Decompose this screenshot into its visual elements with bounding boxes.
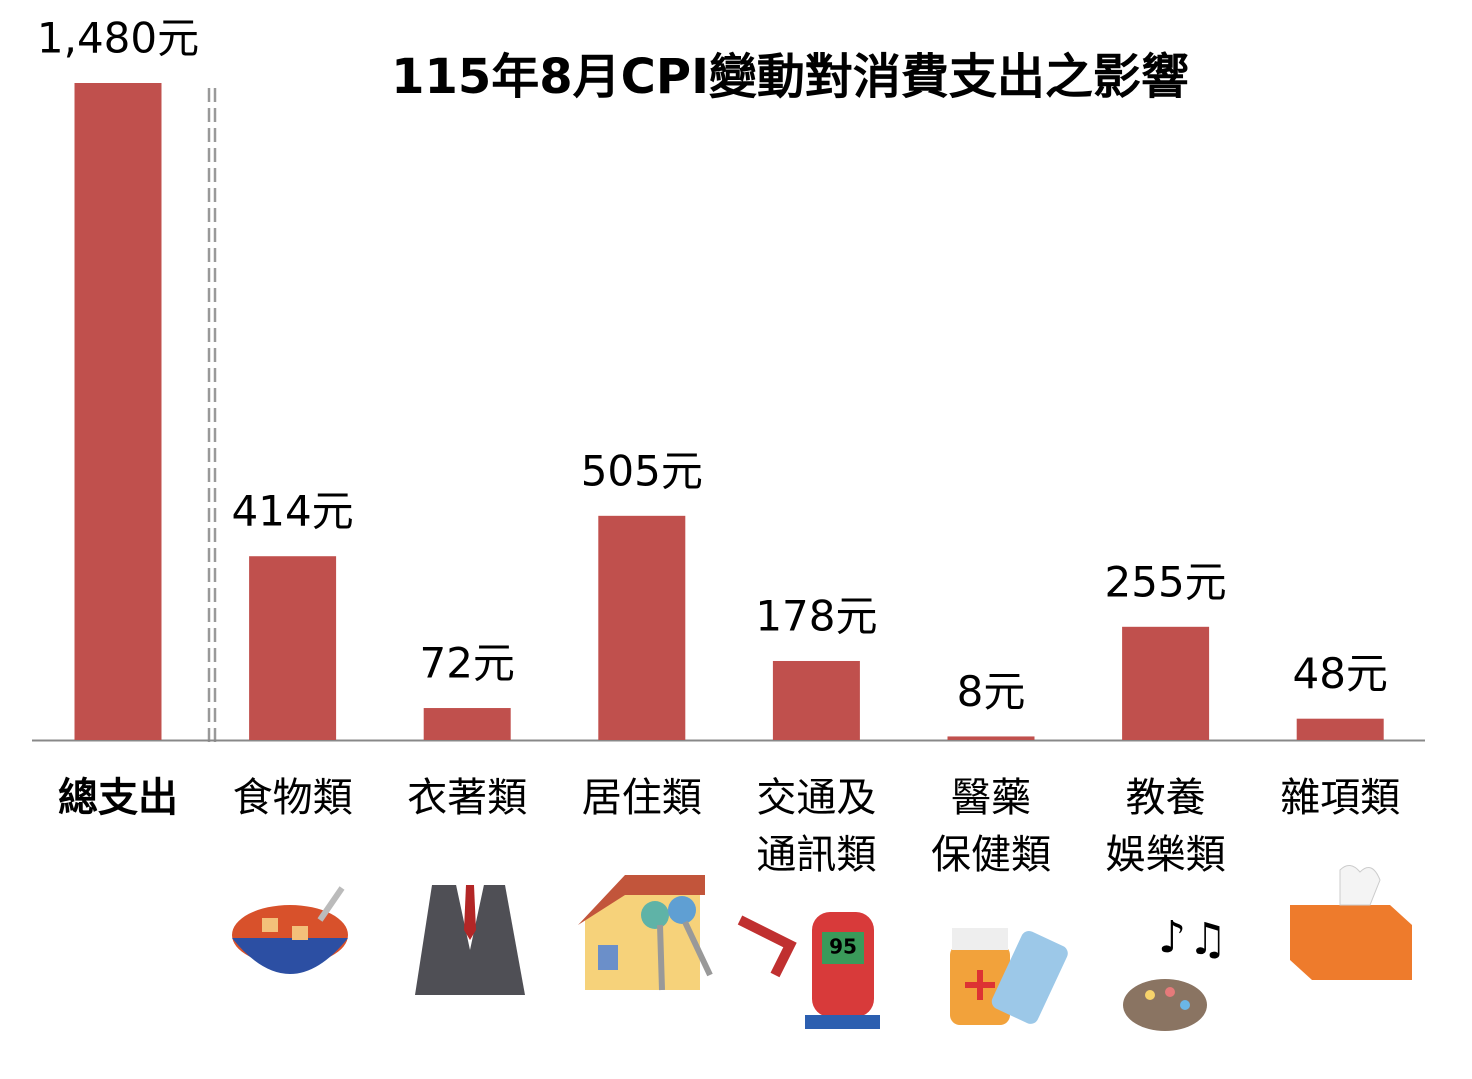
x-tick-label: 總支出 (58, 775, 178, 821)
value-label: 1,480元 (37, 14, 199, 63)
x-tick-label: 教養 (1126, 775, 1206, 821)
tissue-icon (1290, 865, 1412, 980)
x-tick-label: 衣著類 (407, 775, 527, 821)
bowl-icon (232, 886, 348, 974)
value-label: 505元 (581, 446, 703, 495)
value-label: 414元 (232, 487, 354, 536)
chart-title: 115年8月CPI變動對消費支出之影響 (391, 49, 1189, 105)
value-label: 72元 (419, 639, 514, 688)
palette-icon: ♪ ♫ (1123, 912, 1227, 1031)
bar (1296, 718, 1384, 740)
pump-icon: 95 (737, 912, 880, 1029)
bar (598, 515, 686, 740)
x-tick-label: 食物類 (233, 775, 353, 821)
bar (947, 736, 1035, 740)
bar (423, 708, 511, 740)
bar (772, 660, 860, 740)
x-tick-label: 交通及 (756, 775, 876, 821)
value-label: 8元 (957, 667, 1026, 716)
icons: 95 ♪ ♫ (232, 865, 1412, 1031)
bar (74, 83, 162, 740)
value-label: 255元 (1105, 557, 1227, 606)
bar (1122, 626, 1210, 740)
svg-text:95: 95 (829, 935, 857, 959)
svg-text:♫: ♫ (1188, 914, 1227, 965)
suit-icon (415, 880, 525, 995)
x-tick-label: 雜項類 (1280, 775, 1400, 821)
x-tick-label: 通訊類 (756, 832, 876, 878)
x-tick-label: 醫藥 (951, 775, 1031, 821)
value-label: 178元 (755, 591, 877, 640)
house-icon (578, 875, 713, 991)
x-tick-label: 娛樂類 (1106, 832, 1226, 878)
x-tick-label: 居住類 (582, 775, 702, 821)
bar (249, 556, 337, 740)
x-tick-label: 保健類 (931, 832, 1051, 878)
medicine-icon (950, 928, 1068, 1025)
svg-text:♪: ♪ (1158, 912, 1186, 963)
value-label: 48元 (1292, 649, 1387, 698)
